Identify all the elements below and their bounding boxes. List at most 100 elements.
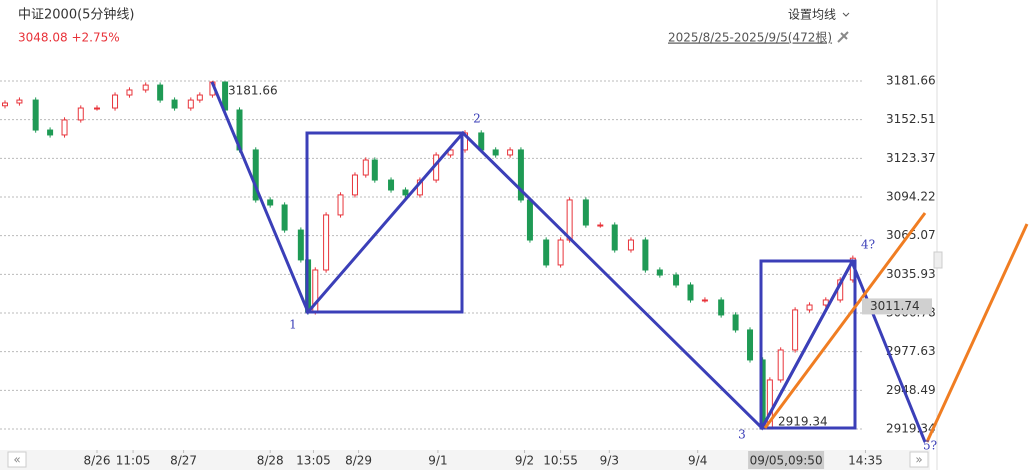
x-tick-label: 9/3	[600, 454, 619, 468]
crosshair-label-bg	[748, 451, 825, 469]
wave-line	[210, 81, 927, 443]
date-range[interactable]: 2025/8/25-2025/9/5(472根)	[668, 31, 832, 45]
candle-body	[611, 224, 618, 251]
candle-body	[2, 102, 8, 107]
candle-body	[351, 174, 358, 196]
projection-line	[763, 212, 927, 429]
wave-label: 4?	[861, 238, 875, 252]
candle-body	[701, 299, 708, 302]
candle-body	[526, 199, 533, 241]
candle-body	[126, 89, 133, 96]
candle-body	[627, 239, 634, 251]
candle-body	[402, 189, 409, 196]
x-tick-label: 8/28	[257, 454, 284, 468]
candle-body	[656, 269, 663, 276]
candle-body	[252, 149, 259, 201]
candle-body	[806, 304, 813, 311]
x-tick-label: 8/29	[345, 454, 372, 468]
candle-body	[371, 159, 378, 181]
annotations: 3181.66 2919.34 1 2 3 4? 5?	[210, 81, 1029, 453]
y-tick-label: 3123.37	[886, 151, 936, 165]
candle-body	[142, 84, 149, 91]
candle-body	[362, 159, 369, 176]
x-tick-label: 8/27	[170, 454, 197, 468]
plot-area: 3181.66 3152.51 3123.37 3094.22 3065.07 3035.…	[0, 74, 936, 435]
crosshair-label: 09/05,09:50	[750, 454, 823, 468]
y-tick-label: 2948.49	[886, 383, 936, 397]
wave-label: 2	[473, 112, 481, 126]
candle-body	[47, 129, 54, 136]
x-tick-label: 13:05	[296, 454, 331, 468]
candle-body	[94, 107, 100, 110]
candle-body	[507, 149, 514, 156]
candle-body	[557, 239, 564, 266]
candle-body	[673, 274, 680, 286]
x-axis-bar	[0, 450, 930, 470]
y-tick-label: 3065.07	[886, 228, 936, 242]
x-tick-label: 11:05	[116, 454, 151, 468]
candle-body	[323, 214, 330, 271]
candle-body	[157, 84, 164, 101]
candle-body	[792, 309, 799, 351]
candle-body	[267, 199, 274, 206]
candle-body	[822, 299, 829, 306]
y-tick-label: 3094.22	[886, 190, 936, 204]
high-label: 3181.66	[228, 84, 278, 98]
candle-body	[112, 94, 119, 109]
candle-body	[642, 239, 649, 271]
scroll-right-icon: »	[915, 453, 922, 467]
projection-line	[925, 223, 1029, 443]
y-tick-label: 3181.66	[886, 74, 936, 88]
x-tick-label: 9/1	[428, 454, 447, 468]
x-tick-label: 14:35	[848, 454, 883, 468]
candle-body	[388, 179, 395, 191]
wave-box	[305, 131, 464, 314]
price-marker-bg	[862, 298, 932, 315]
dropdown-icon	[842, 12, 850, 17]
candle-body	[582, 199, 589, 226]
y-tick-label: 3035.93	[886, 267, 936, 281]
candle-body	[543, 239, 550, 266]
candle-body	[196, 94, 203, 101]
candle-body	[747, 329, 754, 361]
x-tick-label: 10:55	[543, 454, 578, 468]
candle-body	[732, 314, 739, 331]
candle-body	[517, 149, 524, 201]
candle-body	[32, 99, 39, 131]
candle-body	[297, 229, 304, 261]
low-label: 2919.34	[778, 414, 828, 428]
candle-body	[16, 99, 23, 104]
scroll-left[interactable]	[7, 451, 27, 468]
candle-body	[77, 107, 84, 121]
candle-body	[687, 284, 694, 301]
scroll-left-icon: «	[13, 453, 20, 467]
candle-body	[187, 99, 194, 109]
candle-body	[281, 204, 288, 231]
wave-label: 3	[738, 428, 746, 442]
price-marker: 3011.74	[870, 299, 920, 313]
x-tick-label: 8/26	[84, 454, 111, 468]
candle-body	[566, 199, 573, 241]
panel-toggle[interactable]	[933, 251, 943, 269]
wave-label: 1	[289, 318, 297, 332]
wave-box	[759, 259, 857, 430]
x-tick-label: 9/2	[515, 454, 534, 468]
wave-label: 5?	[923, 439, 937, 453]
chart-title: 中证2000(5分钟线)	[18, 7, 135, 23]
candle-body	[171, 99, 178, 109]
candle-body	[718, 299, 725, 316]
y-tick-label: 2919.34	[886, 421, 936, 435]
candle-body	[61, 119, 68, 136]
y-tick-label: 3152.51	[886, 112, 936, 126]
scroll-right[interactable]	[909, 451, 929, 468]
candle-body	[337, 194, 344, 216]
candle-body	[492, 149, 499, 156]
pin-icon[interactable]	[837, 31, 849, 43]
x-tick-label: 9/4	[688, 454, 707, 468]
candle-body	[597, 224, 604, 227]
ma-setting[interactable]: 设置均线	[788, 8, 836, 22]
y-tick-label: 2977.63	[886, 344, 936, 358]
quote: 3048.08 +2.75%	[18, 31, 120, 45]
